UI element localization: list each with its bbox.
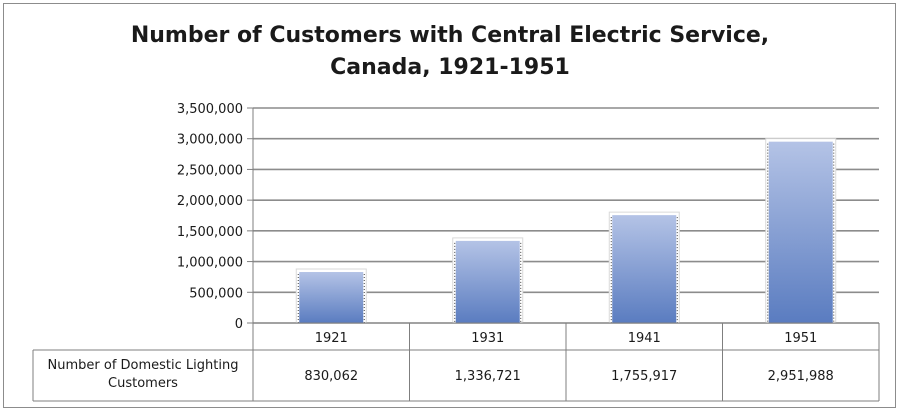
y-tick-label: 500,000 [189,286,243,301]
y-tick-label: 2,500,000 [177,163,243,178]
data-value-label: 2,951,988 [768,369,834,384]
bars [295,138,837,324]
data-value-label: 1,336,721 [455,369,521,384]
y-tick-label: 3,000,000 [177,133,243,148]
y-tick-label: 2,000,000 [177,194,243,209]
category-label: 1921 [315,331,348,346]
category-label: 1941 [628,331,661,346]
series-name-label: Customers [108,376,178,391]
bar-1941 [612,215,677,323]
y-tick-label: 0 [235,317,243,332]
category-label: 1931 [471,331,504,346]
y-tick-label: 1,500,000 [177,225,243,240]
y-tick-label: 3,500,000 [177,102,243,117]
data-value-label: 1,755,917 [611,369,677,384]
data-value-label: 830,062 [304,369,358,384]
chart-title-line-2: Canada, 1921-1951 [330,55,570,80]
bar-1921 [299,272,364,323]
y-tick-label: 1,000,000 [177,256,243,271]
chart-svg: Number of Customers with Central Electri… [32,23,880,402]
chart-title-line-1: Number of Customers with Central Electri… [131,23,769,48]
bar-1951 [768,141,833,323]
data-table: 1921 1931 1941 1951 Number of Domestic Light… [32,322,880,402]
y-axis: 0 500,000 1,000,000 1,500,000 2,000,000 2,500… [177,102,254,332]
category-label: 1951 [784,331,817,346]
series-name-label: Number of Domestic Lighting [48,358,239,373]
bar-1931 [455,240,520,323]
chart-frame: Number of Customers with Central Electri… [3,3,896,408]
